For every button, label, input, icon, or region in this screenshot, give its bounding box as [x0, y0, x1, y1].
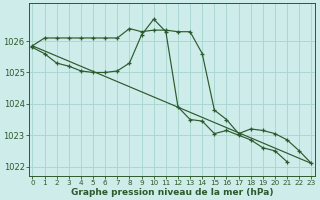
- X-axis label: Graphe pression niveau de la mer (hPa): Graphe pression niveau de la mer (hPa): [71, 188, 273, 197]
